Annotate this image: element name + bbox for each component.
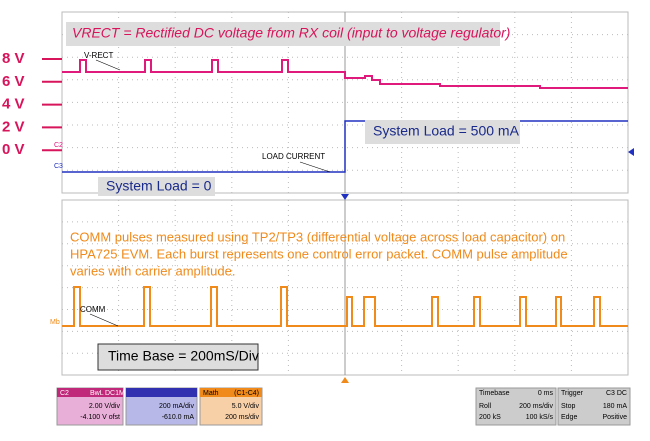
- title: VRECT = Rectified DC voltage from RX coi…: [72, 25, 510, 41]
- status-text: Timebase: [479, 390, 510, 397]
- timebase-box: [475, 387, 557, 426]
- status-text: 200 mA/div: [159, 403, 195, 410]
- axis-label: 4 V: [2, 96, 25, 113]
- status-text: DC1M: [105, 390, 125, 397]
- description: varies with carrier amplitude.: [70, 263, 235, 278]
- label-box: [97, 343, 259, 371]
- trigger-marker: [341, 194, 349, 200]
- status-text: 200 ms/div: [519, 403, 553, 410]
- title-box: [66, 22, 500, 46]
- status-text: 200 kS: [479, 414, 501, 421]
- trace-label: V-RECT: [84, 51, 113, 60]
- channel-marker: C2: [54, 142, 63, 149]
- status-text: Positive: [602, 414, 627, 421]
- load-label: System Load = 0: [106, 178, 212, 194]
- status-bar: C2 BwL DC1M 2.00 V/div -4.100 V ofst 200…: [56, 387, 631, 426]
- label-box: [365, 120, 520, 144]
- axis-label: 2 V: [2, 118, 25, 135]
- status-text: Math: [203, 390, 219, 397]
- status-text: 5.0 V/div: [232, 403, 260, 410]
- axis-label: 8 V: [2, 50, 25, 67]
- status-text: (C1-C4): [234, 390, 259, 397]
- load-label: System Load = 500 mA: [373, 123, 520, 139]
- status-text: Trigger: [561, 390, 584, 397]
- pointer: [299, 161, 331, 173]
- status-text: 100 kS/s: [526, 414, 554, 421]
- channel-marker: C3: [54, 163, 63, 170]
- status-text: -610.0 mA: [162, 414, 195, 421]
- status-text: 2.00 V/div: [89, 403, 121, 410]
- status-text: Stop: [561, 403, 576, 410]
- channel-marker: Mb: [50, 319, 60, 326]
- vrect-trace: [62, 59, 628, 89]
- status-text: Roll: [479, 403, 492, 410]
- comm-trace: [62, 286, 628, 327]
- math-header: [200, 388, 262, 397]
- timebase-note: Time Base = 200mS/Div: [108, 348, 259, 364]
- status-text: C2: [60, 390, 69, 397]
- c2-header: [57, 388, 123, 397]
- pointer: [89, 313, 119, 327]
- description: HPA725 EVM. Each burst represents one co…: [70, 246, 568, 261]
- status-text: 0 ms: [538, 390, 554, 397]
- axis-label: 0 V: [2, 141, 25, 158]
- status-text: BwL: [90, 390, 104, 397]
- axis-label: 6 V: [2, 73, 25, 90]
- trace-label: LOAD CURRENT: [262, 152, 325, 161]
- status-text: -4.100 V ofst: [80, 414, 120, 421]
- label-box: [98, 177, 215, 196]
- trigger-marker: [341, 377, 349, 383]
- status-text: 180 mA: [603, 403, 627, 410]
- status-text: C3 DC: [606, 390, 627, 397]
- c3-header: [126, 388, 197, 397]
- level-marker: [628, 148, 634, 156]
- status-text: Edge: [561, 414, 577, 421]
- trace-label: COMM: [80, 305, 106, 314]
- pointer: [95, 59, 121, 71]
- trigger-box: [557, 387, 631, 426]
- status-text: 200 ms/div: [225, 414, 259, 421]
- description: COMM pulses measured using TP2/TP3 (diff…: [70, 229, 565, 244]
